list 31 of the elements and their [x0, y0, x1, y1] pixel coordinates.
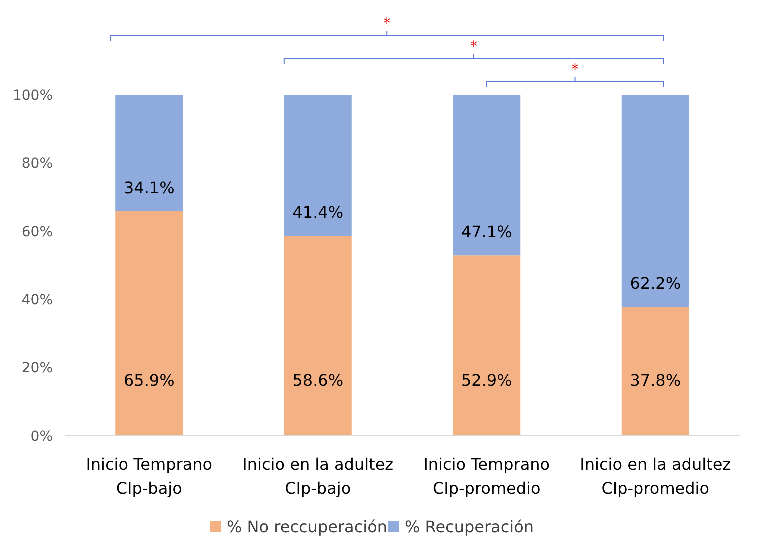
y-tick-label: 100% — [12, 88, 53, 104]
data-label: 52.9% — [461, 371, 512, 390]
bar — [116, 95, 184, 212]
text: * — [470, 39, 478, 55]
x-tick-label: Inicio Temprano CIp-bajo — [86, 455, 213, 498]
y-tick-label: 20% — [22, 360, 53, 377]
data-label: 34.1% — [124, 178, 175, 198]
y-tick-label: 60% — [22, 224, 53, 240]
bar — [116, 211, 184, 436]
text: * — [384, 16, 391, 32]
x-tick-label: Inicio en la adultez CIp-promedio — [580, 455, 732, 498]
data-label: 65.9% — [124, 371, 175, 390]
bar — [453, 95, 521, 256]
y-tick-label: 80% — [22, 156, 53, 172]
bar — [453, 256, 521, 436]
data-label: 62.2% — [630, 274, 682, 294]
y-tick-label: 40% — [22, 292, 53, 308]
data-label: 37.8% — [630, 371, 682, 390]
legend-label: % Recuperación — [405, 518, 534, 537]
bar — [284, 95, 352, 236]
data-label: 41.4% — [292, 203, 344, 222]
data-label: 58.6% — [292, 371, 344, 390]
data-label: 47.1% — [461, 222, 512, 242]
x-tick-label: Inicio Temprano CIp-promedio — [424, 455, 550, 498]
bar — [622, 307, 690, 436]
legend-label: % No reccuperación — [227, 518, 388, 537]
text: * — [572, 62, 579, 78]
bar — [284, 236, 352, 436]
y-tick-label: 0% — [30, 428, 53, 445]
bar — [622, 95, 690, 308]
x-tick-label: Inicio en la adultez CIp-bajo — [242, 455, 394, 498]
